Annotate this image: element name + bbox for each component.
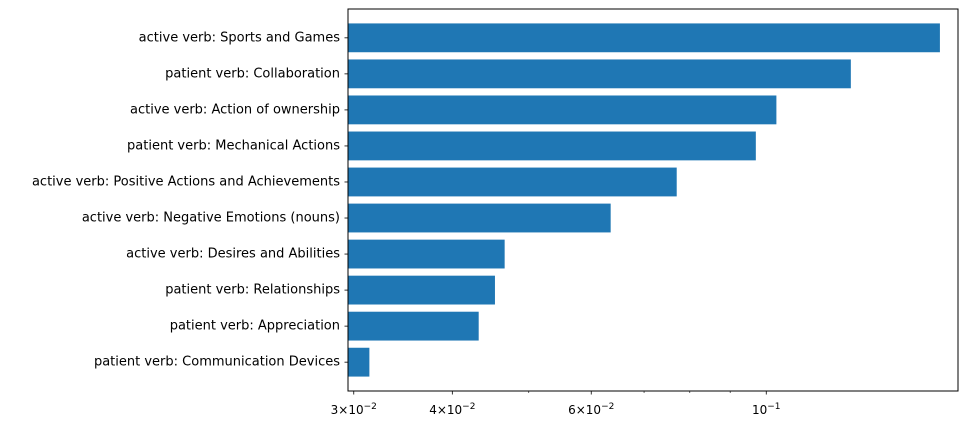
y-tick-label: active verb: Negative Emotions (nouns)	[82, 211, 340, 226]
bar	[348, 167, 677, 197]
y-axis-ticks: active verb: Sports and Games patient ver…	[32, 30, 348, 370]
bar	[348, 239, 505, 269]
y-tick-label: active verb: Positive Actions and Achiev…	[32, 174, 340, 189]
bar	[348, 275, 495, 305]
x-tick-label: 3×10−2	[331, 402, 377, 417]
y-tick-label: patient verb: Collaboration	[165, 66, 340, 81]
bar	[348, 347, 370, 377]
x-tick-label: 6×10−2	[568, 402, 614, 417]
bars-layer	[348, 23, 940, 377]
y-tick-label: patient verb: Relationships	[165, 283, 340, 298]
x-tick-label: 10−1	[752, 402, 781, 417]
y-tick-label: patient verb: Mechanical Actions	[127, 138, 340, 153]
x-axis-ticks: 3×10−2 4×10−2 6×10−2 10−1	[331, 391, 781, 417]
y-tick-label: active verb: Desires and Abilities	[126, 247, 340, 262]
bar	[348, 131, 756, 161]
y-tick-label: patient verb: Appreciation	[170, 319, 340, 334]
y-tick-label: active verb: Sports and Games	[139, 30, 341, 45]
bar	[348, 203, 611, 233]
x-tick-label: 4×10−2	[429, 402, 475, 417]
bar	[348, 23, 940, 53]
bar	[348, 311, 479, 341]
y-tick-label: patient verb: Communication Devices	[94, 355, 340, 370]
bar	[348, 59, 851, 89]
plot-frame	[347, 8, 959, 392]
bar	[348, 95, 777, 125]
y-tick-label: active verb: Action of ownership	[130, 102, 340, 117]
